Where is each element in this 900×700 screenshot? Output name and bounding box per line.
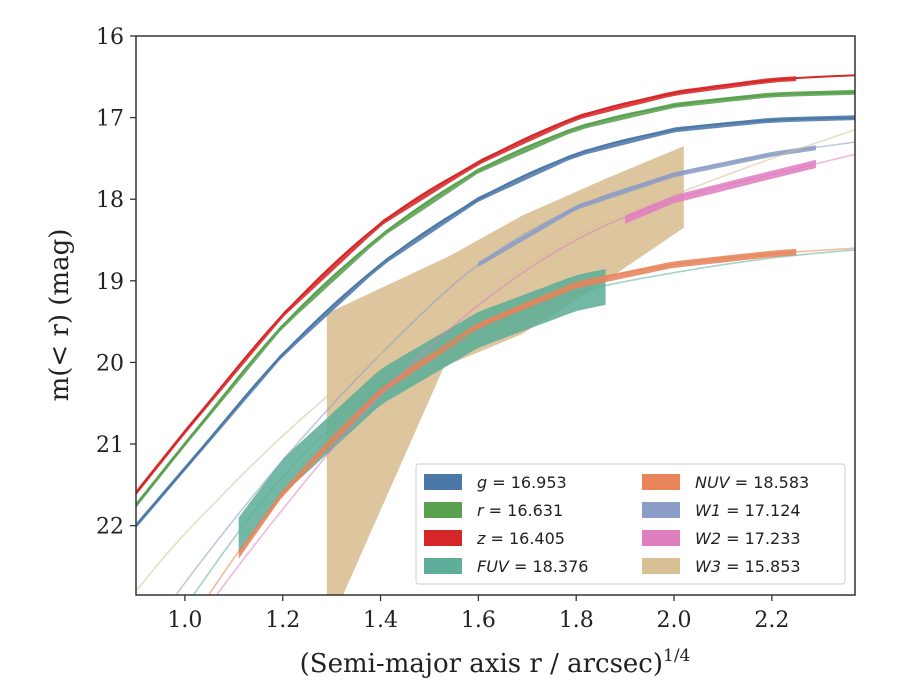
legend-swatch-g [424, 474, 462, 490]
legend-label-r: r = 16.631 [477, 501, 563, 520]
legend-label-nuv: NUV = 18.583 [695, 473, 809, 492]
curve-w2 [215, 153, 855, 595]
y-tick-label: 21 [96, 433, 124, 458]
x-axis-title: (Semi-major axis r / arcsec)1/4 [300, 646, 691, 679]
x-tick-label: 1.2 [265, 608, 300, 633]
legend-label-w2: W2 = 17.233 [695, 529, 801, 548]
legend-label-fuv: FUV = 18.376 [477, 557, 588, 576]
legend-label-g: g = 16.953 [477, 473, 567, 492]
x-tick-label: 1.4 [363, 608, 398, 633]
legend-swatch-w1 [642, 502, 680, 518]
band-w3 [326, 146, 684, 595]
x-tick-label: 2.2 [754, 608, 789, 633]
y-tick-label: 16 [96, 25, 124, 50]
y-tick-label: 18 [96, 188, 124, 213]
legend-swatch-r [424, 502, 462, 518]
y-tick-label: 22 [96, 515, 124, 540]
plot-frame [135, 35, 856, 596]
legend-box [415, 463, 846, 585]
x-axis: 1.0 1.2 1.4 1.6 1.8 2.0 2.2 [167, 595, 789, 633]
x-tick-label: 1.6 [461, 608, 496, 633]
band-nuv [238, 248, 797, 559]
band-fuv [238, 269, 606, 554]
curve-g [136, 116, 855, 527]
x-axis-title-exponent: 1/4 [663, 646, 690, 666]
legend-swatch-w3 [642, 558, 680, 574]
y-tick-label: 19 [96, 270, 124, 295]
legend-label-w3: W3 = 15.853 [695, 557, 801, 576]
x-tick-label: 2.0 [657, 608, 692, 633]
y-axis: 16 17 18 19 20 21 22 [96, 25, 136, 540]
curve-w3 [136, 129, 855, 592]
curve-r [136, 91, 855, 506]
legend-swatch-nuv [642, 474, 680, 490]
model-curves [136, 74, 855, 595]
y-tick-label: 17 [96, 107, 124, 132]
x-tick-label: 1.0 [167, 608, 202, 633]
legend: g = 16.953 r = 16.631 z = 16.405 FUV = 18.3… [415, 463, 846, 585]
y-axis-title: m(< r) (mag) [45, 229, 75, 402]
y-tick-label: 20 [96, 351, 124, 376]
legend-label-z: z = 16.405 [476, 529, 565, 548]
curve-z [136, 74, 855, 494]
legend-swatch-w2 [642, 530, 680, 546]
curve-fuv [192, 249, 855, 595]
x-tick-label: 1.8 [559, 608, 594, 633]
x-axis-title-text: (Semi-major axis r / arcsec) [300, 649, 663, 679]
legend-label-w1: W1 = 17.124 [695, 501, 801, 520]
curve-w1 [175, 141, 855, 595]
curve-nuv [207, 247, 855, 595]
legend-swatch-fuv [424, 558, 462, 574]
legend-swatch-z [424, 530, 462, 546]
